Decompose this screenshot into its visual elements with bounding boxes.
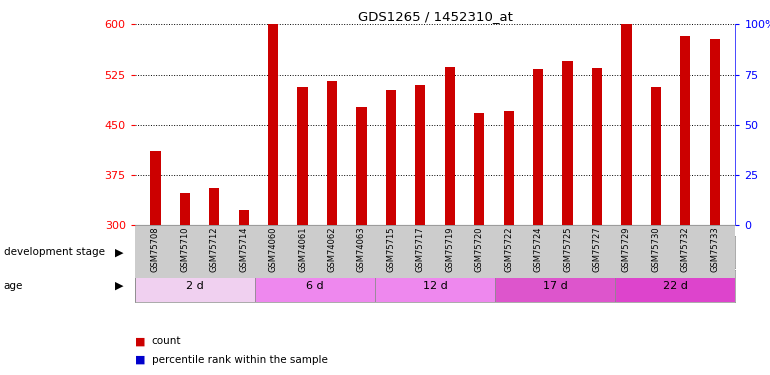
Point [296,39,309,45]
Point [179,48,191,54]
Bar [495,270,615,302]
Text: percentile rank within the sample: percentile rank within the sample [152,355,327,365]
Point [444,35,456,41]
Bar [504,111,514,225]
Text: development stage: development stage [4,247,105,257]
Text: ■: ■ [135,355,149,365]
Text: secondary follicle: secondary follicle [390,247,480,257]
Bar [357,106,367,225]
Point [414,39,427,45]
Text: 22 d: 22 d [663,281,688,291]
Text: small antral follicle: small antral follicle [505,247,605,257]
Bar [268,24,278,225]
Text: count: count [152,336,181,346]
Bar [710,39,720,225]
Text: 12 d: 12 d [423,281,447,291]
Text: 2 d: 2 d [186,281,204,291]
Point [326,38,338,44]
Point [679,27,691,33]
Bar [615,270,735,302]
Bar [415,85,426,225]
Bar [135,236,255,268]
Point [355,42,367,48]
Bar [297,87,308,225]
Point [208,51,220,57]
Point [385,38,397,44]
Bar [680,36,691,225]
Text: primary follicle: primary follicle [276,247,354,257]
Bar [592,68,602,225]
Text: 17 d: 17 d [543,281,567,291]
Point [708,29,721,35]
Bar [375,270,495,302]
Text: large antral follicle: large antral follicle [626,247,725,257]
Bar [474,112,484,225]
Bar [326,81,337,225]
Bar [150,152,160,225]
Point [561,48,574,54]
Text: age: age [4,281,23,291]
Bar [375,236,495,268]
Point [473,44,485,50]
Point [503,42,515,48]
Point [237,60,249,66]
Bar [444,66,455,225]
Text: ■: ■ [135,336,149,346]
Bar [386,90,396,225]
Bar [255,236,375,268]
Point [621,27,633,33]
Point [149,45,162,51]
Title: GDS1265 / 1452310_at: GDS1265 / 1452310_at [357,10,513,23]
Point [532,39,544,45]
Bar [621,24,631,225]
Text: ▶: ▶ [115,247,124,257]
Bar [533,69,544,225]
Bar [239,210,249,225]
Text: primordial follicle: primordial follicle [149,247,240,257]
Bar [615,236,735,268]
Text: ▶: ▶ [115,281,124,291]
Point [591,38,603,44]
Text: 6 d: 6 d [306,281,323,291]
Bar [562,61,573,225]
Bar [135,270,255,302]
Bar [255,270,375,302]
Point [650,45,662,51]
Bar [495,236,615,268]
Bar [209,188,219,225]
Bar [651,87,661,225]
Bar [179,193,190,225]
Point [267,26,280,32]
